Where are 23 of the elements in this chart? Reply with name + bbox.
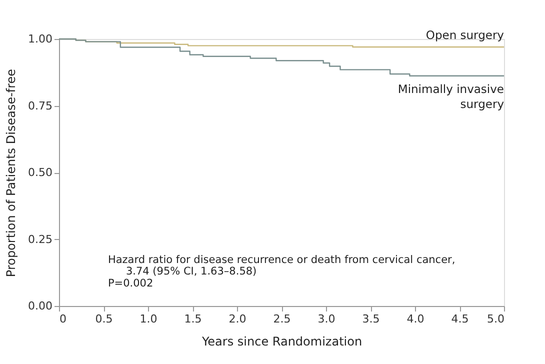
y-tick-label: 0.50 bbox=[28, 166, 52, 179]
series-label: Open surgery bbox=[426, 28, 504, 42]
series-label: Minimally invasive surgery bbox=[398, 82, 504, 111]
y-tick-label: 0.00 bbox=[28, 300, 52, 312]
annotation: 3.74 (95% CI, 1.63–8.58) bbox=[126, 265, 257, 278]
x-tick-label: 5.0 bbox=[487, 312, 504, 326]
x-tick-label: 1.5 bbox=[184, 312, 202, 326]
x-tick-label: 4.0 bbox=[406, 312, 424, 326]
x-tick-label: 2.5 bbox=[273, 312, 291, 326]
x-tick-label: 1.0 bbox=[140, 312, 158, 326]
x-axis-title: Years since Randomization bbox=[200, 334, 362, 348]
x-tick-label: 3.5 bbox=[362, 312, 380, 326]
y-tick-label: 1.00 bbox=[28, 32, 52, 46]
y-axis-title: Proportion of Patients Disease-free bbox=[4, 68, 18, 278]
x-tick-label: 4.5 bbox=[451, 312, 469, 326]
x-tick-label: 0 bbox=[60, 312, 66, 326]
x-tick-label: 0.5 bbox=[95, 312, 113, 326]
x-tick-label: 3.0 bbox=[318, 312, 336, 326]
annotation: Hazard ratio for disease recurrence or death from cervical cancer, bbox=[108, 254, 456, 266]
y-tick-label: 0.25 bbox=[28, 232, 52, 246]
y-tick-label: 0.75 bbox=[28, 99, 52, 112]
annotation: P=0.002 bbox=[108, 277, 154, 290]
x-tick-label: 2.0 bbox=[228, 312, 246, 326]
